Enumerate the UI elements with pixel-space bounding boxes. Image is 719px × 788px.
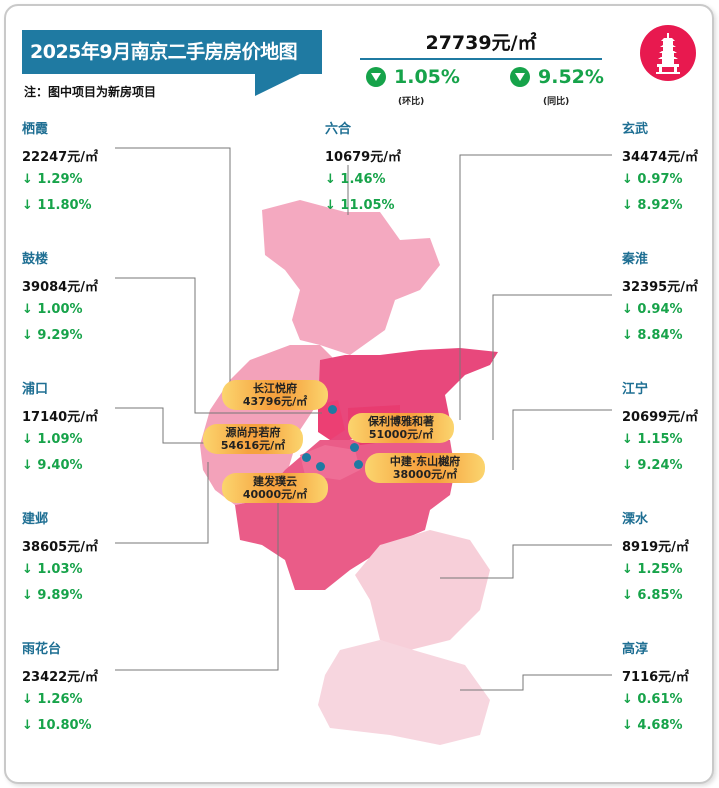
district-name: 玄武 [622, 122, 649, 137]
district-price: 34474元/㎡ [622, 150, 698, 165]
project-label: 源尚丹若府 54616元/㎡ [203, 424, 303, 454]
district-yoy: ↓ 9.29% [22, 328, 83, 343]
district-yoy: ↓ 11.05% [325, 198, 395, 213]
title-tail [255, 74, 300, 96]
district-price: 20699元/㎡ [622, 410, 698, 425]
district-yoy: ↓ 9.40% [22, 458, 83, 473]
district-mom: ↓ 0.94% [622, 302, 683, 317]
district-mom: ↓ 1.46% [325, 172, 386, 187]
district-name: 雨花台 [22, 642, 62, 657]
mom-value: 1.05% [394, 66, 460, 88]
district-pukou: 浦口 17140元/㎡ ↓ 1.09% ↓ 9.40% [22, 378, 132, 484]
district-mom: ↓ 1.15% [622, 432, 683, 447]
district-jianye: 建邺 38605元/㎡ ↓ 1.03% ↓ 9.89% [22, 508, 132, 614]
project-price: 38000元/㎡ [392, 468, 458, 481]
district-mom: ↓ 0.61% [622, 692, 683, 707]
pagoda-icon [640, 25, 696, 81]
district-name: 高淳 [622, 642, 649, 657]
note: 注：图中项目为新房项目 [24, 85, 157, 99]
district-liuhe: 六合 10679元/㎡ ↓ 1.46% ↓ 11.05% [325, 118, 435, 224]
district-price: 38605元/㎡ [22, 540, 98, 555]
district-price: 23422元/㎡ [22, 670, 98, 685]
district-qixia: 栖霞 22247元/㎡ ↓ 1.29% ↓ 11.80% [22, 118, 132, 224]
district-gulou: 鼓楼 39084元/㎡ ↓ 1.00% ↓ 9.29% [22, 248, 132, 354]
average-price: 27739元/㎡ [425, 32, 537, 54]
mom-label: (环比) [398, 97, 425, 107]
mom-change: 1.05% [366, 66, 460, 88]
district-yoy: ↓ 6.85% [622, 588, 683, 603]
project-marker [302, 453, 311, 462]
district-mom: ↓ 1.03% [22, 562, 83, 577]
region-yuhuatai [300, 445, 360, 480]
project-name: 源尚丹若府 [225, 426, 281, 439]
district-price: 7116元/㎡ [622, 670, 689, 685]
district-name: 栖霞 [22, 122, 49, 137]
project-name: 保利博雅和著 [368, 415, 434, 428]
district-yoy: ↓ 11.80% [22, 198, 92, 213]
region-gulou [318, 400, 345, 440]
district-name: 六合 [325, 122, 352, 137]
frame [4, 4, 714, 784]
district-yoy: ↓ 10.80% [22, 718, 92, 733]
region-gaochun [318, 640, 490, 745]
district-yoy: ↓ 8.92% [622, 198, 683, 213]
project-label: 建发璞云 40000元/㎡ [222, 473, 328, 503]
project-name: 中建·东山樾府 [389, 455, 461, 468]
region-lishui [355, 530, 490, 650]
project-label: 保利博雅和著 51000元/㎡ [348, 413, 454, 443]
district-name: 溧水 [622, 512, 649, 527]
project-marker [354, 460, 363, 469]
project-marker [350, 443, 359, 452]
district-price: 39084元/㎡ [22, 280, 98, 295]
district-mom: ↓ 1.00% [22, 302, 83, 317]
district-yoy: ↓ 9.24% [622, 458, 683, 473]
district-name: 江宁 [622, 382, 649, 397]
district-name: 建邺 [22, 512, 49, 527]
district-xuanwu: 玄武 34474元/㎡ ↓ 0.97% ↓ 8.92% [622, 118, 719, 224]
district-price: 22247元/㎡ [22, 150, 98, 165]
yoy-label: (同比) [543, 97, 570, 107]
district-name: 鼓楼 [22, 252, 49, 267]
project-price: 51000元/㎡ [368, 428, 434, 441]
district-yoy: ↓ 9.89% [22, 588, 83, 603]
project-price: 54616元/㎡ [220, 439, 286, 452]
project-marker [328, 405, 337, 414]
district-price: 8919元/㎡ [622, 540, 689, 555]
project-label: 中建·东山樾府 38000元/㎡ [365, 453, 485, 483]
yoy-change: 9.52% [510, 66, 604, 88]
project-price: 40000元/㎡ [242, 488, 308, 501]
district-yoy: ↓ 8.84% [622, 328, 683, 343]
district-name: 浦口 [22, 382, 49, 397]
district-mom: ↓ 1.26% [22, 692, 83, 707]
district-jiangning: 江宁 20699元/㎡ ↓ 1.15% ↓ 9.24% [622, 378, 719, 484]
district-price: 32395元/㎡ [622, 280, 698, 295]
district-name: 秦淮 [622, 252, 649, 267]
project-price: 43796元/㎡ [242, 395, 308, 408]
district-qinhuai: 秦淮 32395元/㎡ ↓ 0.94% ↓ 8.84% [622, 248, 719, 354]
down-triangle-icon [366, 67, 386, 87]
project-marker [316, 462, 325, 471]
region-liuhe [262, 200, 440, 355]
district-mom: ↓ 1.25% [622, 562, 683, 577]
project-name: 长江悦府 [253, 382, 297, 395]
project-label: 长江悦府 43796元/㎡ [222, 380, 328, 410]
district-price: 17140元/㎡ [22, 410, 98, 425]
yoy-value: 9.52% [538, 66, 604, 88]
district-price: 10679元/㎡ [325, 150, 401, 165]
district-yoy: ↓ 4.68% [622, 718, 683, 733]
project-name: 建发璞云 [253, 475, 297, 488]
district-lishui: 溧水 8919元/㎡ ↓ 1.25% ↓ 6.85% [622, 508, 719, 614]
down-triangle-icon [510, 67, 530, 87]
leader-lines [115, 147, 612, 691]
divider [360, 58, 602, 60]
district-gaochun: 高淳 7116元/㎡ ↓ 0.61% ↓ 4.68% [622, 638, 719, 744]
district-yuhuatai: 雨花台 23422元/㎡ ↓ 1.26% ↓ 10.80% [22, 638, 132, 744]
district-mom: ↓ 1.29% [22, 172, 83, 187]
district-mom: ↓ 1.09% [22, 432, 83, 447]
page-title: 2025年9月南京二手房房价地图 [22, 30, 322, 74]
district-mom: ↓ 0.97% [622, 172, 683, 187]
